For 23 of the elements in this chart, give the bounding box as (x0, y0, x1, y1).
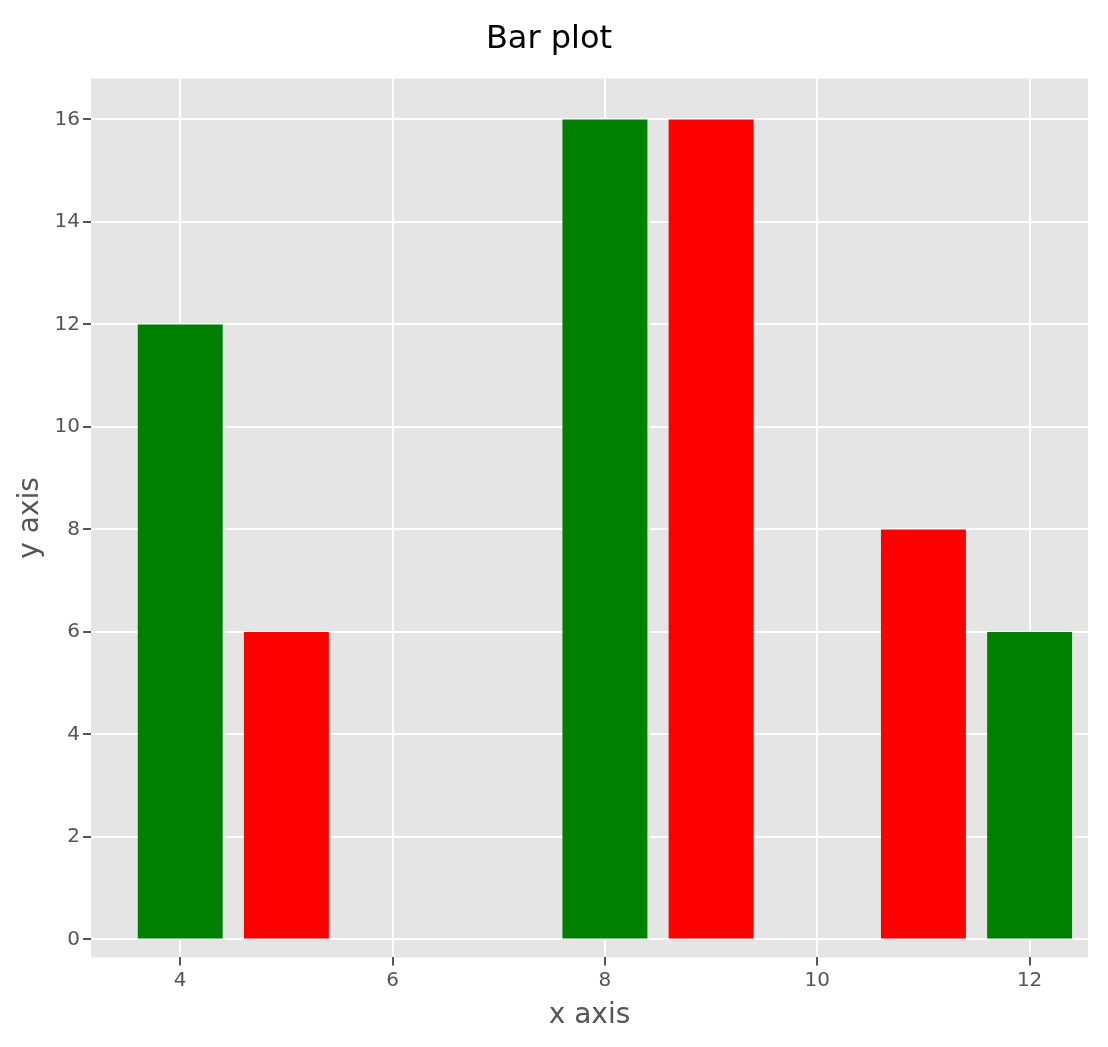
x-axis-title: x axis (548, 997, 631, 1031)
y-tick-label: 0 (67, 925, 81, 950)
bar (880, 529, 966, 939)
x-tick-label: 8 (598, 966, 612, 991)
y-tick-label: 16 (54, 105, 81, 130)
x-tick-label: 4 (173, 966, 187, 991)
y-axis-title: y axis (12, 477, 46, 559)
bar (562, 119, 648, 939)
bar (987, 631, 1073, 939)
y-tick-label: 8 (67, 515, 81, 540)
x-tick-label: 10 (804, 966, 830, 991)
y-tick-label: 14 (54, 208, 81, 233)
bar (243, 631, 329, 939)
x-tick-label: 6 (386, 966, 399, 991)
bar (668, 119, 754, 939)
y-tick-label: 12 (54, 310, 81, 335)
bar (137, 324, 223, 939)
y-tick-label: 4 (67, 720, 81, 745)
y-tick-label: 10 (54, 413, 81, 438)
y-tick-label: 2 (67, 823, 81, 848)
x-tick-label: 12 (1016, 966, 1043, 991)
y-tick-label: 6 (67, 618, 81, 643)
chart-title: Bar plot (485, 17, 613, 56)
